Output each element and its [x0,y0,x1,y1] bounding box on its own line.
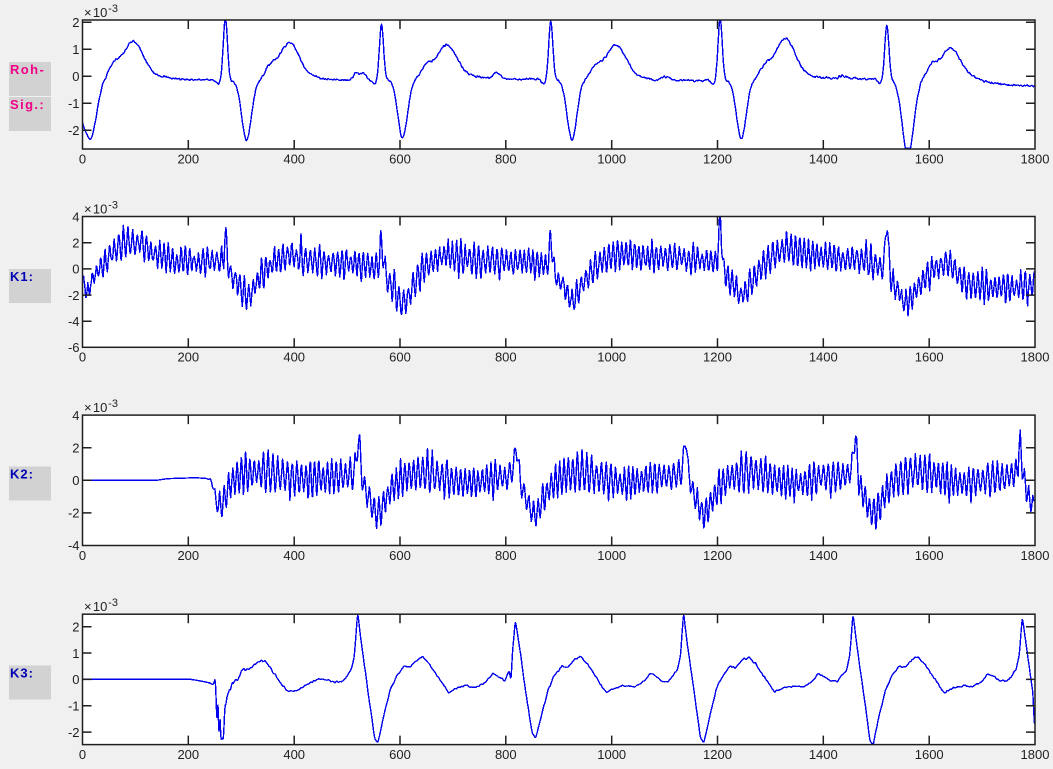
svg-text:4: 4 [72,209,79,224]
svg-text:2: 2 [72,619,79,634]
svg-text:1600: 1600 [915,548,944,563]
svg-text:1800: 1800 [1021,350,1050,365]
svg-text:600: 600 [389,548,411,563]
svg-text:Roh-: Roh- [10,62,45,77]
svg-text:1: 1 [72,646,79,661]
svg-text:1400: 1400 [809,151,838,166]
svg-text:0: 0 [79,151,86,166]
svg-text:1400: 1400 [809,747,838,762]
svg-text:1400: 1400 [809,548,838,563]
svg-text:2: 2 [72,15,79,30]
svg-text:800: 800 [495,747,517,762]
svg-text:K1:: K1: [10,269,34,284]
svg-text:K3:: K3: [10,665,34,680]
svg-text:1000: 1000 [597,747,626,762]
svg-text:-2: -2 [68,725,80,740]
svg-text:1600: 1600 [915,151,944,166]
svg-text:1800: 1800 [1021,747,1050,762]
svg-text:-2: -2 [68,123,80,138]
svg-text:0: 0 [72,672,79,687]
svg-text:600: 600 [389,151,411,166]
svg-text:200: 200 [177,350,199,365]
svg-text:800: 800 [495,151,517,166]
svg-text:800: 800 [495,350,517,365]
svg-text:1200: 1200 [703,747,732,762]
svg-text:-1: -1 [68,96,80,111]
svg-text:1600: 1600 [915,747,944,762]
svg-text:400: 400 [283,350,305,365]
svg-text:Sig.:: Sig.: [10,97,45,112]
svg-text:0: 0 [72,262,79,277]
svg-text:200: 200 [177,548,199,563]
svg-text:-1: -1 [68,699,80,714]
svg-text:400: 400 [283,151,305,166]
svg-text:600: 600 [389,747,411,762]
svg-text:-4: -4 [68,538,80,553]
svg-text:400: 400 [283,747,305,762]
svg-text:0: 0 [72,69,79,84]
svg-text:400: 400 [283,548,305,563]
svg-text:0: 0 [79,350,86,365]
svg-text:1200: 1200 [703,350,732,365]
svg-text:600: 600 [389,350,411,365]
svg-text:2: 2 [72,440,79,455]
svg-text:1: 1 [72,42,79,57]
svg-text:1600: 1600 [915,350,944,365]
svg-text:0: 0 [79,747,86,762]
svg-text:1200: 1200 [703,151,732,166]
svg-text:200: 200 [177,151,199,166]
svg-text:1800: 1800 [1021,548,1050,563]
svg-text:1800: 1800 [1021,151,1050,166]
svg-text:1400: 1400 [809,350,838,365]
svg-text:1000: 1000 [597,151,626,166]
svg-text:K2:: K2: [10,466,34,481]
svg-text:0: 0 [79,548,86,563]
svg-text:2: 2 [72,235,79,250]
svg-text:1200: 1200 [703,548,732,563]
svg-text:800: 800 [495,548,517,563]
svg-text:-4: -4 [68,314,80,329]
svg-text:0: 0 [72,473,79,488]
svg-text:-6: -6 [68,340,80,355]
svg-text:200: 200 [177,747,199,762]
svg-text:-2: -2 [68,506,80,521]
svg-text:1000: 1000 [597,548,626,563]
svg-text:-2: -2 [68,288,80,303]
svg-text:4: 4 [72,408,79,423]
svg-text:1000: 1000 [597,350,626,365]
